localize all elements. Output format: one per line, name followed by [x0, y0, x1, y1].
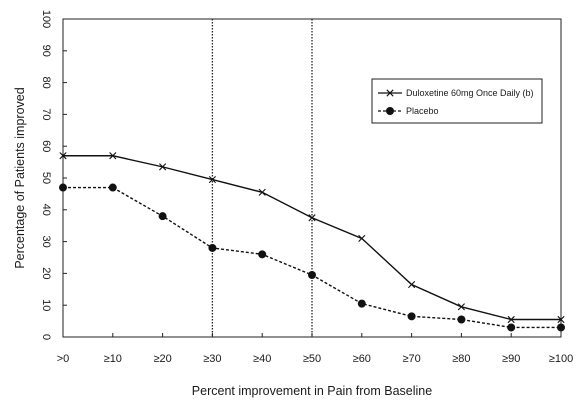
point-marker-circle — [407, 312, 416, 321]
x-tick-label: ≥90 — [502, 353, 520, 365]
point-marker-circle — [108, 183, 117, 192]
y-tick-label: 70 — [40, 108, 52, 120]
point-marker-circle — [258, 250, 267, 259]
point-marker-circle — [357, 299, 366, 308]
legend-entry-0: Duloxetine 60mg Once Daily (b) — [378, 88, 534, 98]
x-tick-label: >0 — [57, 353, 70, 365]
point-marker-x — [258, 188, 266, 196]
series-1 — [59, 183, 565, 332]
x-tick-label: ≥30 — [203, 353, 221, 365]
y-tick-label: 100 — [40, 10, 52, 28]
y-tick-label: 90 — [40, 45, 52, 57]
x-tick-label: ≥70 — [402, 353, 420, 365]
y-tick-label: 50 — [40, 172, 52, 184]
point-marker-circle — [208, 243, 217, 252]
point-marker-circle — [386, 107, 394, 115]
legend-entry-1: Placebo — [378, 106, 439, 116]
y-tick-label: 30 — [40, 235, 52, 247]
point-marker-x — [386, 89, 394, 97]
legend-label: Placebo — [406, 106, 439, 116]
y-tick-label: 60 — [40, 140, 52, 152]
x-axis-title: Percent improvement in Pain from Baselin… — [192, 384, 432, 398]
point-marker-x — [557, 315, 565, 324]
point-marker-x — [308, 214, 316, 222]
x-tick-label: ≥50 — [303, 353, 321, 365]
point-marker-x — [408, 280, 416, 289]
x-tick-label: ≥10 — [104, 353, 122, 365]
point-marker-x — [109, 152, 117, 160]
x-tick-label: ≥60 — [353, 353, 371, 365]
y-tick-label: 10 — [40, 299, 52, 311]
x-tick-label: ≥40 — [253, 353, 271, 365]
point-marker-x — [208, 176, 216, 184]
y-tick-label: 80 — [40, 76, 52, 88]
y-tick-label: 20 — [40, 267, 52, 279]
series-0 — [59, 152, 565, 324]
y-tick-label: 40 — [40, 204, 52, 216]
point-marker-circle — [457, 315, 466, 324]
point-marker-x — [159, 163, 167, 171]
series-line — [63, 155, 561, 321]
y-tick-label: 0 — [40, 334, 52, 340]
point-marker-x — [358, 234, 366, 243]
x-tick-label: ≥80 — [452, 353, 470, 365]
point-marker-circle — [158, 212, 167, 221]
point-marker-circle — [507, 323, 516, 332]
point-marker-circle — [308, 270, 316, 279]
x-tick-label: ≥100 — [549, 353, 573, 365]
point-marker-circle — [59, 183, 67, 192]
legend-label: Duloxetine 60mg Once Daily (b) — [406, 88, 534, 98]
point-marker-x — [457, 303, 465, 311]
point-marker-circle — [557, 323, 565, 332]
legend-box — [371, 78, 543, 124]
point-marker-x — [59, 152, 67, 160]
x-tick-label: ≥20 — [153, 353, 171, 365]
y-axis-title: Percentage of Patients improved — [13, 87, 27, 268]
point-marker-x — [507, 315, 515, 324]
